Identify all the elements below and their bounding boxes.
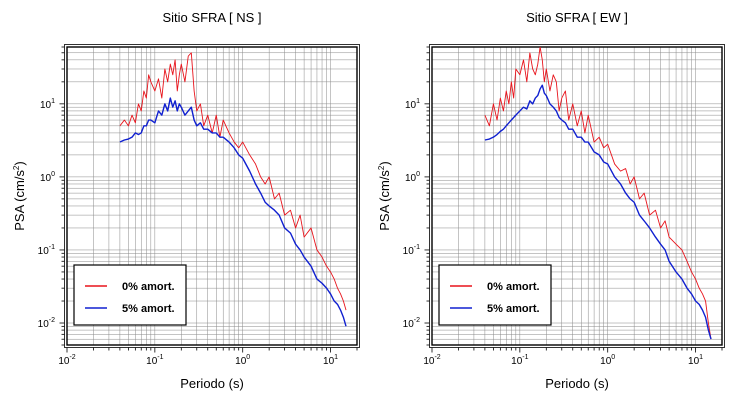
chart-title: Sitio SFRA [ NS ] xyxy=(163,10,262,25)
x-tick-label: 10-1 xyxy=(146,354,163,367)
legend: 0% amort. 5% amort. xyxy=(73,264,187,326)
x-tick-label: 10-1 xyxy=(511,354,528,367)
y-tick-label: 10-2 xyxy=(38,317,55,330)
legend-label: 0% amort. xyxy=(122,281,175,293)
legend-label: 5% amort. xyxy=(487,303,540,315)
x-tick-label: 101 xyxy=(688,354,703,367)
y-axis-label: PSA (cm/s2) xyxy=(377,161,392,230)
plot-frame xyxy=(66,46,358,346)
x-tick-label: 101 xyxy=(323,354,338,367)
y-tick-label: 101 xyxy=(405,98,420,111)
plot-frame-outer xyxy=(429,44,725,348)
x-axis-label: Periodo (s) xyxy=(180,376,244,391)
x-tick-label: 10-2 xyxy=(423,354,440,367)
y-tick-label: 101 xyxy=(40,98,55,111)
ticks xyxy=(59,46,358,353)
chart-panel-1: Sitio SFRA [ NS ] 10-2 10-1 100 101 10-2 10-1 1… xyxy=(12,10,360,391)
x-tick-label: 100 xyxy=(600,354,615,367)
legend-label: 0% amort. xyxy=(487,281,540,293)
series-line-red xyxy=(484,47,712,340)
y-axis-label: PSA (cm/s2) xyxy=(12,161,27,230)
chart-panel-2: Sitio SFRA [ EW ] 10-2 10-1 100 101 10-2 10-1 1… xyxy=(377,10,725,391)
ticks xyxy=(424,46,723,353)
x-axis-label: Periodo (s) xyxy=(545,376,609,391)
y-tick-label: 100 xyxy=(405,171,420,184)
legend-box xyxy=(73,264,187,326)
legend-box xyxy=(438,264,552,326)
plot-frame xyxy=(431,46,723,346)
series-line-red xyxy=(119,52,347,311)
y-tick-label: 100 xyxy=(40,171,55,184)
x-tick-label: 10-2 xyxy=(58,354,75,367)
chart-title: Sitio SFRA [ EW ] xyxy=(526,10,628,25)
x-tick-label: 100 xyxy=(235,354,250,367)
legend-label: 5% amort. xyxy=(122,303,175,315)
series-group xyxy=(119,52,347,327)
series-line-blue xyxy=(484,84,712,340)
legend: 0% amort. 5% amort. xyxy=(438,264,552,326)
series-group xyxy=(484,47,712,340)
plot-frame-outer xyxy=(64,44,360,348)
y-tick-label: 10-1 xyxy=(403,244,420,257)
y-tick-label: 10-1 xyxy=(38,244,55,257)
grid xyxy=(67,47,357,345)
series-line-blue xyxy=(119,97,347,327)
y-tick-label: 10-2 xyxy=(403,317,420,330)
